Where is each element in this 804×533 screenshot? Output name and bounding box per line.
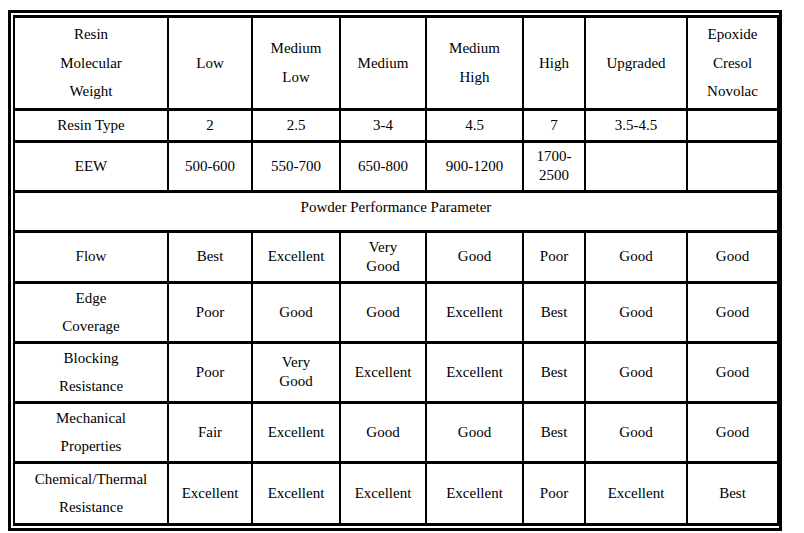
header-epoxide-cresol-novolac: Epoxide Cresol Novolac xyxy=(687,17,778,110)
table-row-section-header: Powder Performance Parameter xyxy=(14,191,778,231)
cell-flow-novolac: Good xyxy=(687,231,778,282)
cell-eew-upgraded xyxy=(585,141,687,191)
table-outer-border: Resin Molecular Weight Low Medium Low Me… xyxy=(8,10,782,531)
cell-eew-medium-low: 550-700 xyxy=(252,141,340,191)
cell-eew-high: 1700- 2500 xyxy=(523,141,585,191)
cell-blocking-medium-low: Very Good xyxy=(252,342,340,402)
resin-performance-table: Resin Molecular Weight Low Medium Low Me… xyxy=(13,15,779,526)
cell-eew-medium-high: 900-1200 xyxy=(426,141,523,191)
header-medium: Medium xyxy=(340,17,426,110)
cell-blocking-upgraded: Good xyxy=(585,342,687,402)
cell-blocking-medium: Excellent xyxy=(340,342,426,402)
cell-flow-medium: Very Good xyxy=(340,231,426,282)
cell-edge-medium-high: Excellent xyxy=(426,282,523,342)
cell-chemical-medium-high: Excellent xyxy=(426,462,523,524)
cell-mechanical-novolac: Good xyxy=(687,402,778,462)
cell-flow-low: Best xyxy=(168,231,252,282)
cell-eew-medium: 650-800 xyxy=(340,141,426,191)
cell-edge-medium-low: Good xyxy=(252,282,340,342)
cell-chemical-low: Excellent xyxy=(168,462,252,524)
cell-chemical-medium: Excellent xyxy=(340,462,426,524)
cell-mechanical-medium-low: Excellent xyxy=(252,402,340,462)
header-medium-low: Medium Low xyxy=(252,17,340,110)
cell-chemical-upgraded: Excellent xyxy=(585,462,687,524)
header-low: Low xyxy=(168,17,252,110)
cell-chemical-novolac: Best xyxy=(687,462,778,524)
cell-blocking-high: Best xyxy=(523,342,585,402)
table-row-resin-type: Resin Type 2 2.5 3-4 4.5 7 3.5-4.5 xyxy=(14,110,778,142)
cell-resin-type-medium: 3-4 xyxy=(340,110,426,142)
label-edge-coverage: Edge Coverage xyxy=(14,282,168,342)
cell-edge-low: Poor xyxy=(168,282,252,342)
cell-mechanical-low: Fair xyxy=(168,402,252,462)
cell-flow-medium-high: Good xyxy=(426,231,523,282)
cell-resin-type-medium-low: 2.5 xyxy=(252,110,340,142)
cell-edge-medium: Good xyxy=(340,282,426,342)
header-medium-high: Medium High xyxy=(426,17,523,110)
cell-blocking-novolac: Good xyxy=(687,342,778,402)
cell-mechanical-upgraded: Good xyxy=(585,402,687,462)
cell-blocking-medium-high: Excellent xyxy=(426,342,523,402)
cell-resin-type-high: 7 xyxy=(523,110,585,142)
cell-mechanical-medium-high: Good xyxy=(426,402,523,462)
table-row-mechanical-properties: Mechanical Properties Fair Excellent Goo… xyxy=(14,402,778,462)
cell-eew-novolac xyxy=(687,141,778,191)
cell-mechanical-high: Best xyxy=(523,402,585,462)
cell-chemical-high: Poor xyxy=(523,462,585,524)
label-resin-type: Resin Type xyxy=(14,110,168,142)
table-row-flow: Flow Best Excellent Very Good Good Poor … xyxy=(14,231,778,282)
cell-eew-low: 500-600 xyxy=(168,141,252,191)
header-upgraded: Upgraded xyxy=(585,17,687,110)
table-row-chemical-thermal-resistance: Chemical/Thermal Resistance Excellent Ex… xyxy=(14,462,778,524)
label-mechanical-properties: Mechanical Properties xyxy=(14,402,168,462)
label-flow: Flow xyxy=(14,231,168,282)
label-eew: EEW xyxy=(14,141,168,191)
cell-resin-type-novolac xyxy=(687,110,778,142)
cell-flow-medium-low: Excellent xyxy=(252,231,340,282)
cell-resin-type-medium-high: 4.5 xyxy=(426,110,523,142)
cell-resin-type-low: 2 xyxy=(168,110,252,142)
cell-resin-type-upgraded: 3.5-4.5 xyxy=(585,110,687,142)
cell-edge-novolac: Good xyxy=(687,282,778,342)
table-row-header: Resin Molecular Weight Low Medium Low Me… xyxy=(14,17,778,110)
cell-chemical-medium-low: Excellent xyxy=(252,462,340,524)
section-header-powder-performance: Powder Performance Parameter xyxy=(14,191,778,231)
label-blocking-resistance: Blocking Resistance xyxy=(14,342,168,402)
cell-blocking-low: Poor xyxy=(168,342,252,402)
header-resin-molecular-weight: Resin Molecular Weight xyxy=(14,17,168,110)
cell-edge-high: Best xyxy=(523,282,585,342)
cell-flow-high: Poor xyxy=(523,231,585,282)
cell-mechanical-medium: Good xyxy=(340,402,426,462)
table-row-blocking-resistance: Blocking Resistance Poor Very Good Excel… xyxy=(14,342,778,402)
cell-edge-upgraded: Good xyxy=(585,282,687,342)
label-chemical-thermal-resistance: Chemical/Thermal Resistance xyxy=(14,462,168,524)
table-row-edge-coverage: Edge Coverage Poor Good Good Excellent B… xyxy=(14,282,778,342)
document-page: { "table": { "header": { "row_label": "R… xyxy=(0,0,804,533)
header-high: High xyxy=(523,17,585,110)
table-row-eew: EEW 500-600 550-700 650-800 900-1200 170… xyxy=(14,141,778,191)
cell-flow-upgraded: Good xyxy=(585,231,687,282)
